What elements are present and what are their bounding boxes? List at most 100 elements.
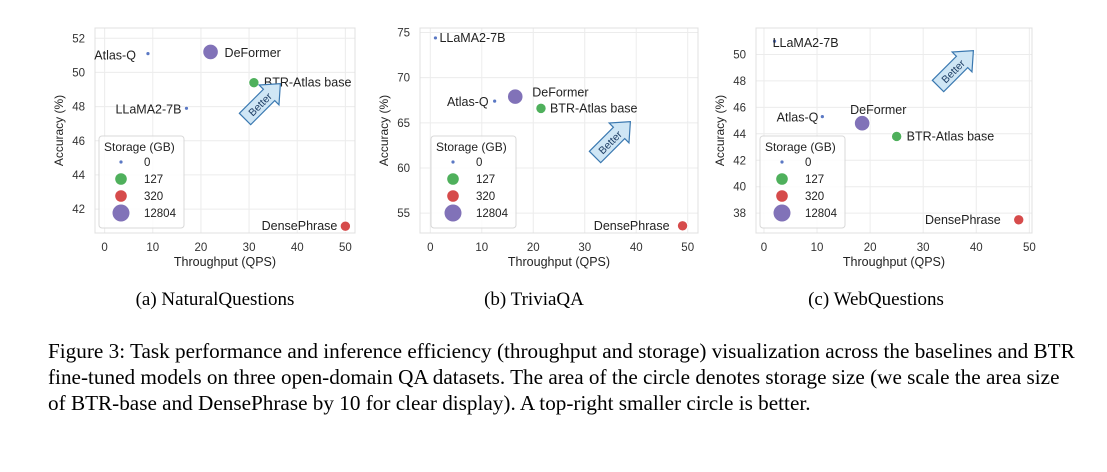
point-label: BTR-Atlas base	[907, 129, 995, 143]
point-label: Atlas-Q	[777, 111, 819, 125]
x-tick-label: 10	[811, 242, 824, 254]
better-arrow: Better	[931, 49, 975, 93]
chart-panel-2: 0 10 20 30 40 50 55 60 65 70 75 Throughput (QPS) Acc…	[377, 27, 699, 310]
legend-label: 127	[144, 174, 163, 186]
point-label: DensePhrase	[594, 219, 670, 233]
arrow-shape	[238, 82, 282, 126]
y-tick-label: 55	[397, 208, 410, 220]
y-axis-label: Accuracy (%)	[713, 95, 727, 166]
x-tick-label: 10	[146, 242, 159, 254]
x-tick-label: 20	[195, 242, 208, 254]
point-label: LLaMA2-7B	[439, 31, 505, 45]
x-tick-label: 50	[681, 242, 694, 254]
legend-label: 12804	[805, 208, 838, 220]
legend-marker	[444, 204, 462, 222]
y-tick-label: 50	[72, 67, 85, 79]
data-point	[676, 220, 689, 232]
data-point	[433, 36, 438, 40]
legend-marker	[447, 190, 459, 202]
point-label: BTR-Atlas base	[550, 101, 638, 115]
plot-frame	[755, 27, 1033, 234]
data-point	[820, 115, 824, 119]
legend-marker	[447, 173, 459, 185]
y-tick-label: 52	[72, 33, 85, 45]
legend-label: 12804	[476, 208, 509, 220]
x-axis-label: Throughput (QPS)	[843, 255, 945, 269]
y-tick-label: 40	[733, 182, 746, 194]
y-tick-label: 46	[72, 136, 85, 148]
x-tick-label: 30	[578, 242, 591, 254]
point-label: DeFormer	[532, 86, 588, 100]
x-tick-label: 50	[339, 242, 352, 254]
y-tick-label: 46	[733, 102, 746, 114]
legend-label: 0	[476, 157, 482, 169]
y-tick-label: 50	[733, 49, 746, 61]
data-point	[506, 88, 524, 105]
legend-marker	[773, 204, 791, 222]
legend-marker	[115, 173, 127, 185]
legend-label: 127	[805, 174, 824, 186]
point-label: DeFormer	[850, 103, 906, 117]
x-tick-label: 50	[1023, 242, 1036, 254]
panel-subtitle: (b) TriviaQA	[484, 289, 584, 310]
point-label: Atlas-Q	[447, 95, 489, 109]
legend-label: 127	[476, 174, 495, 186]
point-label: DensePhrase	[925, 213, 1001, 227]
data-point	[184, 106, 189, 110]
legend: Storage (GB) 0 127 320 12804	[430, 135, 517, 229]
x-tick-label: 40	[630, 242, 643, 254]
legend-marker	[115, 190, 127, 202]
x-tick-label: 10	[475, 242, 488, 254]
plot-frame	[419, 27, 699, 234]
y-axis-label: Accuracy (%)	[377, 95, 391, 166]
point-label: LLaMA2-7B	[773, 36, 839, 50]
legend-label: 12804	[144, 208, 177, 220]
data-point	[248, 76, 260, 89]
x-tick-label: 20	[864, 242, 877, 254]
figure-caption: Figure 3: Task performance and inference…	[48, 339, 1075, 415]
y-tick-label: 44	[733, 129, 746, 141]
legend-marker	[451, 160, 455, 164]
x-tick-label: 30	[917, 242, 930, 254]
y-tick-label: 48	[72, 102, 85, 114]
legend-label: 320	[144, 191, 163, 203]
y-tick-label: 65	[397, 118, 410, 130]
y-axis-label: Accuracy (%)	[52, 95, 66, 166]
y-tick-label: 44	[72, 170, 85, 182]
data-point	[535, 102, 547, 115]
point-label: DensePhrase	[262, 219, 338, 233]
legend-label: 320	[805, 191, 824, 203]
point-label: LLaMA2-7B	[115, 102, 181, 116]
legend: Storage (GB) 0 127 320 12804	[759, 135, 846, 229]
x-tick-label: 40	[970, 242, 983, 254]
point-label: BTR-Atlas base	[264, 76, 352, 90]
panel-subtitle: (a) NaturalQuestions	[136, 289, 295, 310]
legend-title: Storage (GB)	[104, 140, 175, 154]
y-tick-label: 42	[72, 204, 85, 216]
legend-marker	[776, 173, 788, 185]
legend-marker	[112, 204, 130, 222]
x-tick-label: 40	[291, 242, 304, 254]
chart-panel-3: 0 10 20 30 40 50 38 40 42 44 46 48 50 Throughput (QPS…	[713, 27, 1036, 310]
legend-label: 0	[805, 157, 811, 169]
data-point	[339, 220, 352, 232]
chart-panel-1: 0 10 20 30 40 50 42 44 46 48 50 52 Throughput (QPS) A…	[52, 27, 356, 310]
y-tick-label: 70	[397, 73, 410, 85]
legend-label: 320	[476, 191, 495, 203]
data-point	[202, 43, 219, 61]
point-label: DeFormer	[225, 46, 281, 60]
y-tick-label: 75	[397, 28, 410, 40]
x-tick-label: 30	[243, 242, 256, 254]
data-point	[853, 114, 871, 132]
arrow-shape	[588, 120, 632, 164]
legend-title: Storage (GB)	[436, 140, 507, 154]
point-label: Atlas-Q	[94, 49, 136, 63]
y-tick-label: 60	[397, 163, 410, 175]
x-tick-label: 0	[427, 242, 433, 254]
legend-marker	[776, 190, 788, 202]
legend-title: Storage (GB)	[765, 140, 836, 154]
arrow-shape	[931, 49, 975, 93]
legend-label: 0	[144, 157, 150, 169]
legend: Storage (GB) 0 127 320 12804	[98, 135, 185, 229]
